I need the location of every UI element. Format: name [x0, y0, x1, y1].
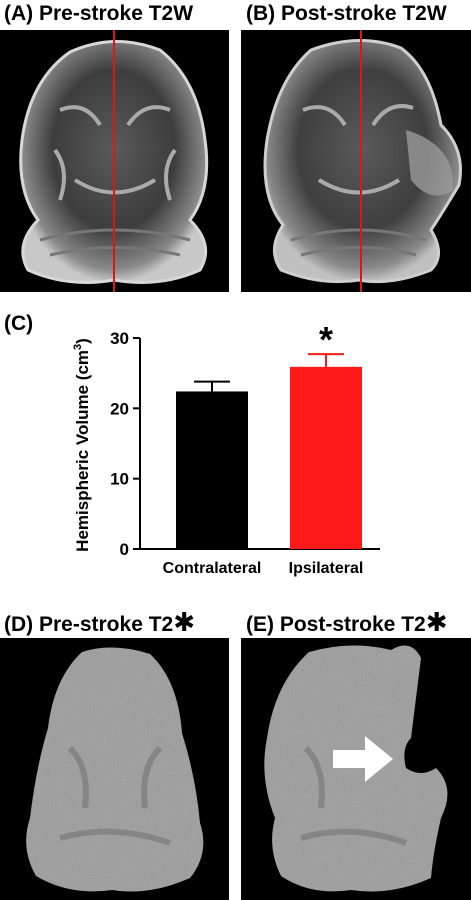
y-tick-label-1: 10	[110, 470, 129, 489]
pre-stroke-t2star-image	[0, 638, 229, 900]
brain-outline-b	[263, 39, 463, 284]
x-tick-label-ipsilateral: Ipsilateral	[289, 560, 364, 577]
panel-e-label-text: (E) Post-stroke T2	[246, 613, 426, 636]
panel-d-label-text: (D) Pre-stroke T2	[4, 613, 174, 636]
post-stroke-t2w-image	[241, 30, 471, 292]
arrow-icon	[333, 736, 393, 782]
y-tick-label-3: 30	[110, 329, 129, 348]
chart-x-labels: Contralateral Ipsilateral	[163, 560, 364, 577]
panel-a-label: (A) Pre-stroke T2W	[4, 2, 194, 25]
panel-d-label-mark: ✱	[173, 607, 196, 637]
panel-b-label: (B) Post-stroke T2W	[246, 2, 447, 25]
y-tick-label-0: 0	[120, 540, 129, 559]
pre-stroke-t2w-image	[0, 30, 229, 292]
y-tick-label-2: 20	[110, 399, 129, 418]
panel-e-label: (E) Post-stroke T2✱	[246, 607, 448, 638]
post-stroke-t2star-image	[241, 638, 471, 900]
panel-d-label: (D) Pre-stroke T2✱	[4, 607, 195, 638]
x-tick-label-contralateral: Contralateral	[163, 560, 262, 577]
y-axis-label: Hemispheric Volume (cm3)	[72, 338, 92, 552]
chart-bars: *	[176, 319, 362, 549]
panel-e-label-mark: ✱	[425, 607, 448, 637]
hemispheric-volume-chart: Hemispheric Volume (cm3) 0 10 20 30 * Contr…	[0, 300, 471, 600]
bar-ipsilateral	[290, 366, 362, 549]
bar-contralateral	[176, 391, 248, 549]
significance-mark: *	[319, 319, 333, 360]
panel-c-label: (C)	[4, 312, 34, 335]
